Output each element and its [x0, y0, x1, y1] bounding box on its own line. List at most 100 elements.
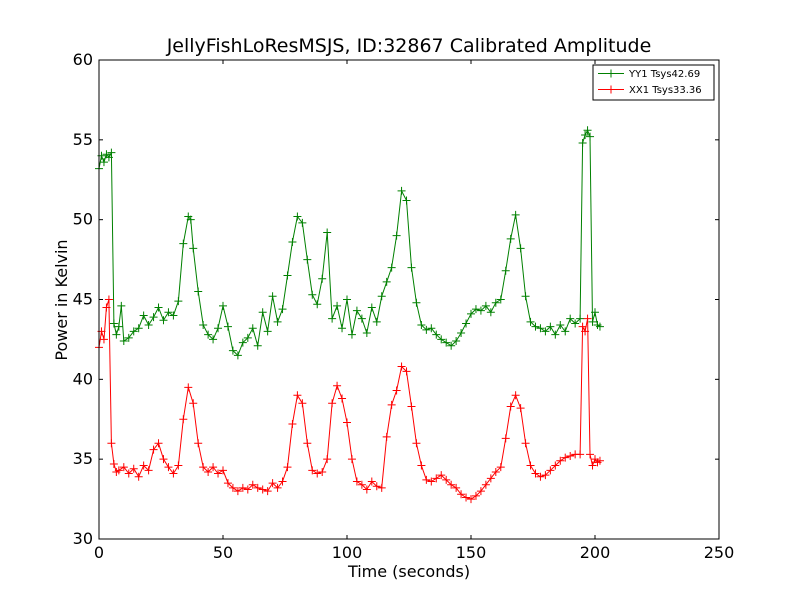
data-point-0-83: [476, 306, 485, 315]
data-point-0-46: [293, 212, 302, 221]
data-point-0-91: [516, 244, 525, 253]
data-point-1-66: [402, 367, 411, 376]
data-point-1-38: [263, 487, 272, 496]
series-1: [95, 295, 604, 504]
data-point-1-55: [347, 455, 356, 464]
data-point-0-90: [511, 210, 520, 219]
data-point-1-27: [209, 463, 218, 472]
legend: YY1 Tsys42.69 XX1 Tsys33.36: [592, 64, 715, 101]
data-point-1-2: [99, 335, 108, 344]
data-point-1-52: [333, 381, 342, 390]
data-point-0-28: [204, 330, 213, 339]
data-point-1-35: [248, 480, 257, 489]
data-point-0-98: [551, 330, 560, 339]
data-point-0-31: [219, 301, 227, 310]
data-point-0-82: [471, 305, 480, 314]
data-point-0-105: [581, 131, 590, 140]
data-point-1-81: [476, 487, 485, 496]
data-point-1-60: [372, 482, 381, 491]
data-point-0-6: [109, 319, 118, 328]
x-tick-label: 150: [456, 543, 487, 562]
data-point-1-62: [382, 432, 391, 441]
data-point-0-39: [258, 308, 267, 317]
data-point-1-109: [595, 456, 604, 465]
data-point-0-74: [432, 330, 441, 339]
chart-title: JellyFishLoResMSJS, ID:32867 Calibrated …: [166, 35, 652, 57]
data-point-1-98: [561, 453, 570, 462]
ticks-layer: 0 50 100 150 200 250 30 35 40 45 50 55 60: [73, 50, 735, 562]
data-point-0-18: [159, 316, 168, 325]
data-point-1-77: [457, 490, 466, 499]
data-point-0-41: [268, 292, 277, 301]
data-point-1-5: [107, 439, 116, 448]
data-point-1-16: [154, 439, 163, 448]
data-point-1-96: [551, 461, 560, 470]
data-point-0-93: [526, 317, 535, 326]
data-point-1-97: [556, 456, 565, 465]
data-point-0-52: [323, 228, 332, 237]
data-point-1-15: [149, 445, 158, 454]
data-point-1-39: [268, 479, 277, 488]
data-point-1-74: [442, 475, 451, 484]
data-point-1-94: [541, 471, 550, 480]
data-point-0-71: [417, 321, 426, 330]
data-point-1-73: [437, 471, 446, 480]
data-point-1-93: [536, 472, 545, 481]
data-point-1-9: [119, 463, 128, 472]
data-point-1-58: [362, 485, 371, 494]
data-point-0-85: [486, 308, 495, 317]
data-point-0-68: [402, 196, 411, 205]
data-point-1-34: [243, 485, 252, 494]
data-point-0-76: [442, 338, 451, 347]
data-point-0-13: [134, 324, 143, 333]
data-point-1-79: [467, 495, 475, 504]
data-point-0-17: [154, 303, 163, 312]
data-point-1-57: [357, 480, 366, 489]
data-point-1-83: [486, 474, 495, 483]
data-point-1-46: [303, 439, 312, 448]
data-point-0-92: [521, 292, 530, 301]
y-tick-label: 35: [73, 449, 93, 468]
data-point-1-11: [129, 464, 138, 473]
data-point-1-47: [308, 466, 317, 475]
y-tick-label: 30: [73, 529, 93, 548]
data-point-1-23: [189, 399, 198, 408]
data-point-0-40: [263, 327, 272, 336]
data-point-0-47: [298, 218, 307, 227]
data-point-0-8: [114, 322, 123, 331]
series-layer: [95, 126, 604, 504]
data-point-1-76: [452, 483, 461, 492]
data-point-0-60: [362, 329, 371, 338]
data-point-1-14: [144, 466, 153, 475]
data-point-0-107: [586, 132, 595, 141]
data-point-0-14: [139, 311, 148, 320]
data-point-1-45: [298, 399, 307, 408]
legend-marker-yy1: [607, 69, 615, 78]
data-point-0-111: [595, 322, 604, 331]
data-point-0-54: [333, 301, 342, 310]
data-point-0-109: [591, 308, 599, 317]
data-point-1-19: [169, 469, 178, 478]
data-point-1-12: [134, 472, 143, 481]
data-point-1-71: [427, 477, 436, 486]
data-point-1-25: [199, 463, 208, 472]
data-point-1-26: [204, 467, 213, 476]
data-point-0-72: [422, 325, 431, 334]
data-point-0-19: [164, 308, 173, 317]
y-tick-label: 55: [73, 130, 93, 149]
data-point-0-73: [427, 324, 436, 333]
data-point-0-77: [447, 341, 456, 350]
data-point-0-53: [328, 314, 337, 323]
data-point-1-91: [526, 461, 535, 470]
data-point-0-101: [566, 314, 575, 323]
data-point-1-40: [273, 483, 282, 492]
data-point-1-28: [214, 469, 223, 478]
data-point-1-3: [102, 303, 111, 312]
data-point-1-44: [293, 391, 302, 400]
data-point-0-48: [303, 255, 312, 264]
data-point-1-80: [471, 491, 480, 500]
data-point-1-31: [228, 483, 237, 492]
data-point-0-22: [179, 239, 188, 248]
data-point-0-37: [248, 324, 257, 333]
data-point-0-21: [174, 297, 183, 306]
